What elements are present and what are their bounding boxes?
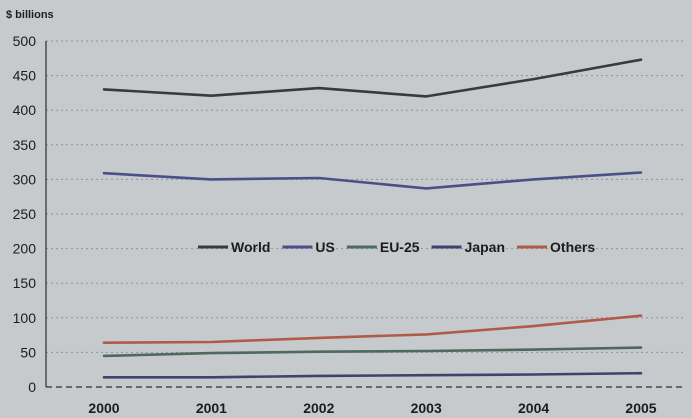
series-line-us: [102, 171, 643, 190]
x-tick-label: 2004: [518, 400, 549, 416]
x-tick-label: 2002: [303, 400, 334, 416]
legend-label-us: US: [315, 239, 334, 255]
y-tick-label: 100: [13, 310, 37, 326]
y-tick-label: 400: [13, 102, 37, 118]
series-line-eu-25: [102, 346, 643, 358]
y-tick-label: 200: [13, 241, 37, 257]
tick-labels: 0 50 100 150 200 250 300 350 400 450 500 2000 2001 20…: [13, 33, 657, 416]
gridlines: [46, 40, 686, 353]
legend-label-world: World: [231, 239, 270, 255]
y-axis-unit-label: $ billions: [6, 9, 54, 21]
y-tick-label: 0: [28, 379, 36, 395]
x-tick-label: 2003: [411, 400, 442, 416]
y-tick-label: 250: [13, 206, 37, 222]
legend-label-japan: Japan: [465, 239, 505, 255]
y-tick-label: 500: [13, 33, 37, 49]
legend-label-eu-25: EU-25: [380, 239, 420, 255]
legend: World US EU-25 Japan Others: [198, 239, 595, 255]
y-tick-label: 300: [13, 171, 37, 187]
x-tick-label: 2005: [625, 400, 656, 416]
series-line-others: [102, 314, 643, 345]
series-lines: [102, 58, 643, 379]
y-tick-label: 150: [13, 275, 37, 291]
x-tick-label: 2000: [88, 400, 119, 416]
series-line-world: [102, 58, 643, 98]
y-tick-label: 350: [13, 137, 37, 153]
axes: [45, 41, 686, 388]
y-tick-label: 450: [13, 68, 37, 84]
series-line-japan: [102, 371, 643, 379]
y-tick-label: 50: [20, 344, 36, 360]
x-tick-label: 2001: [196, 400, 227, 416]
legend-label-others: Others: [550, 239, 595, 255]
